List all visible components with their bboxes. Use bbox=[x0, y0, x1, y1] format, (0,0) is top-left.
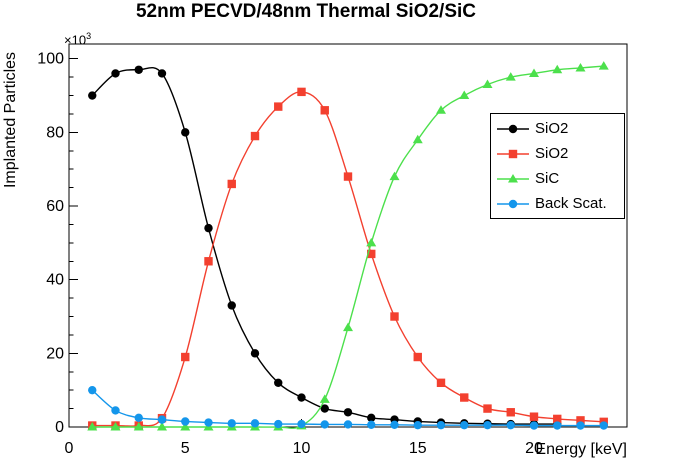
legend-item-back-scat-3: Back Scat. bbox=[496, 192, 624, 216]
y-axis-multiplier-exponent: 3 bbox=[86, 31, 92, 41]
legend-label: Back Scat. bbox=[535, 195, 607, 212]
x-tick-label: 5 bbox=[181, 440, 190, 457]
y-tick-label: 80 bbox=[46, 124, 64, 141]
legend-item-sio2-0: SiO2 bbox=[496, 117, 624, 141]
y-tick-label: 60 bbox=[46, 198, 64, 215]
y-tick-label: 0 bbox=[55, 419, 64, 436]
circle-marker-icon bbox=[497, 124, 529, 133]
chart-title: 52nm PECVD/48nm Thermal SiO2/SiC bbox=[135, 1, 476, 22]
circle-marker-icon bbox=[497, 199, 529, 208]
series-back-scat-3 bbox=[88, 385, 608, 430]
legend-item-sic-2: SiC bbox=[496, 167, 624, 191]
plot-frame bbox=[68, 43, 628, 428]
square-marker-icon bbox=[497, 149, 529, 158]
x-tick-label: 15 bbox=[409, 440, 427, 457]
legend-label: SiO2 bbox=[535, 120, 569, 137]
legend-item-sio2-1: SiO2 bbox=[496, 142, 624, 166]
y-tick-label: 20 bbox=[46, 345, 64, 362]
y-tick-label: 100 bbox=[37, 51, 64, 68]
legend-label: SiO2 bbox=[535, 145, 569, 162]
legend: SiO2 SiO2 SiC Back Scat. bbox=[490, 113, 625, 219]
x-axis-title: Energy [keV] bbox=[535, 441, 627, 458]
x-tick-label: 0 bbox=[65, 440, 74, 457]
y-tick-label: 40 bbox=[46, 272, 64, 289]
triangle-marker-icon bbox=[497, 173, 529, 182]
x-tick-label: 20 bbox=[525, 440, 543, 457]
y-axis-ticks: 0 20 40 60 80 100 bbox=[37, 51, 78, 436]
legend-label: SiC bbox=[535, 170, 560, 187]
x-tick-label: 10 bbox=[293, 440, 311, 457]
series-markers bbox=[88, 385, 608, 430]
series-curve bbox=[91, 67, 558, 425]
